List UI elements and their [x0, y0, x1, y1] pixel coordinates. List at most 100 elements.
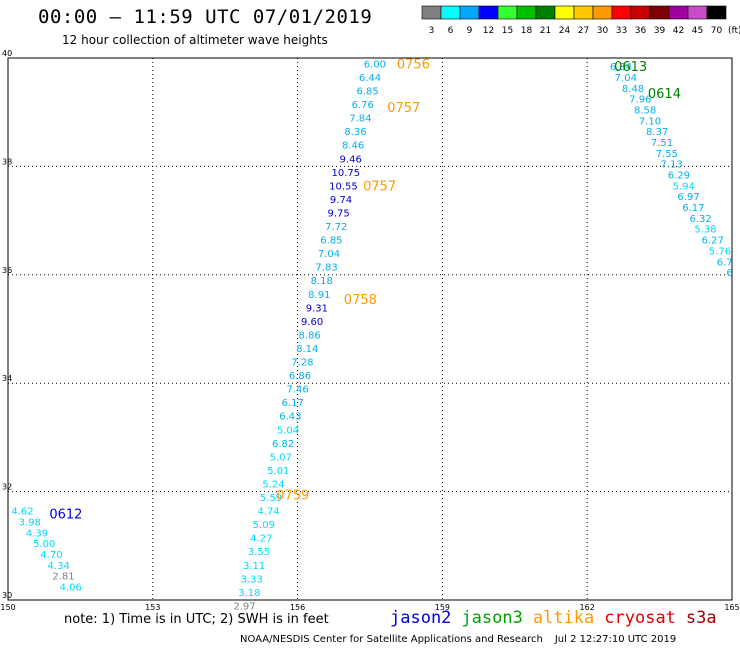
wave-height-value: 9.31	[306, 303, 328, 314]
color-swatch	[687, 5, 708, 20]
wave-height-value: 7.04	[318, 249, 340, 260]
wave-height-value: 6.82	[272, 439, 294, 450]
wave-height-value: 7.83	[315, 263, 337, 274]
scale-label: 3	[429, 26, 435, 36]
x-tick-label: 165	[724, 603, 739, 612]
wave-height-value: 10.75	[332, 168, 361, 179]
color-swatch	[440, 5, 461, 20]
wave-height-value: 6.44	[359, 73, 381, 84]
wave-height-value: 2.97	[233, 601, 255, 612]
scale-label: 24	[559, 26, 571, 36]
pass-time-label: 0759	[276, 488, 309, 503]
wave-height-value: 9.75	[327, 208, 349, 219]
scale-label: 6	[448, 26, 454, 36]
pass-time-label: 0757	[387, 101, 420, 116]
color-swatch	[478, 5, 499, 20]
wave-height-value: 7.84	[349, 114, 371, 125]
legend-jason2: jason2	[390, 608, 452, 628]
pass-time-label: 0757	[363, 179, 396, 194]
y-tick-label: 30	[2, 591, 12, 600]
wave-height-value: 6.43	[279, 412, 301, 423]
color-swatch	[592, 5, 613, 20]
color-swatch	[421, 5, 442, 20]
credit-text: NOAA/NESDIS Center for Satellite Applica…	[240, 634, 543, 645]
scale-label: 45	[692, 26, 703, 36]
color-swatch	[459, 5, 480, 20]
scale-label: 21	[540, 26, 551, 36]
scale-label: 42	[673, 26, 684, 36]
timestamp: Jul 2 12:27:10 UTC 2019	[554, 634, 677, 645]
wave-height-value: 8.58	[634, 105, 656, 116]
y-tick-label: 36	[2, 266, 12, 275]
wave-height-value: 5.76	[709, 246, 731, 257]
wave-height-value: 8.91	[308, 290, 330, 301]
wave-height-value: 6.85	[320, 236, 342, 247]
wave-height-value: 5.24	[262, 479, 284, 490]
wave-height-value: 6	[726, 268, 732, 279]
footer-note: note: 1) Time is in UTC; 2) SWH is in fe…	[64, 612, 329, 627]
wave-height-value: 4.06	[60, 582, 82, 593]
color-swatch	[535, 5, 556, 20]
wave-height-value: 5.09	[253, 520, 275, 531]
y-tick-label: 38	[2, 157, 12, 166]
plot-frame	[7, 57, 733, 601]
wave-height-value: 6.84	[610, 62, 632, 73]
color-swatch	[554, 5, 575, 20]
footer-credit: NOAA/NESDIS Center for Satellite Applica…	[240, 634, 676, 645]
chart-title: 00:00 — 11:59 UTC 07/01/2019	[38, 6, 373, 28]
x-tick-label: 159	[435, 603, 450, 612]
scale-unit: (ft)	[728, 26, 740, 36]
x-tick-label: 153	[145, 603, 160, 612]
y-tick-label: 34	[2, 374, 12, 383]
wave-height-value: 6.32	[689, 214, 711, 225]
y-tick-label: 32	[2, 483, 12, 492]
wave-height-value: 7.46	[286, 385, 308, 396]
wave-height-value: 3.55	[248, 547, 270, 558]
scale-label: 15	[502, 26, 513, 36]
wave-height-value: 8.48	[622, 84, 644, 95]
wave-height-value: 8.37	[646, 127, 668, 138]
scale-label: 33	[616, 26, 627, 36]
color-swatch	[668, 5, 689, 20]
x-tick-label: 162	[580, 603, 595, 612]
wave-height-value: 9.60	[301, 317, 323, 328]
pass-time-label: 0758	[344, 293, 377, 308]
wave-height-value: 7.10	[639, 116, 661, 127]
wave-height-value: 3.11	[243, 561, 265, 572]
wave-height-value: 4.39	[26, 528, 48, 539]
wave-height-value: 7.04	[615, 73, 637, 84]
chart-subtitle: 12 hour collection of altimeter wave hei…	[62, 33, 328, 47]
wave-height-value: 8.46	[342, 141, 364, 152]
wave-height-value: 5.04	[277, 425, 299, 436]
wave-height-value: 7.55	[656, 149, 678, 160]
scale-label: 70	[711, 26, 723, 36]
scale-label: 12	[483, 26, 494, 36]
wave-height-value: 5.38	[694, 225, 716, 236]
wave-height-value: 6.76	[352, 100, 374, 111]
wave-height-value: 7.96	[629, 95, 651, 106]
wave-height-value: 5.01	[267, 466, 289, 477]
pass-time-label: 0612	[49, 507, 82, 522]
wave-height-value: 10.55	[329, 181, 358, 192]
wave-height-value: 6.85	[356, 87, 378, 98]
pass-time-label: 0613	[614, 60, 647, 75]
y-tick-label: 40	[2, 49, 12, 58]
wave-height-value: 3.98	[19, 517, 41, 528]
x-tick-label: 150	[0, 603, 15, 612]
color-swatch	[516, 5, 537, 20]
legend-s3a: s3a	[685, 608, 717, 628]
wave-height-value: 7.13	[661, 160, 683, 171]
wave-height-value: 4.62	[11, 507, 33, 518]
wave-height-value: 5.07	[270, 452, 292, 463]
wave-height-value: 8.86	[299, 330, 321, 341]
pass-time-label: 0756	[397, 57, 430, 72]
wave-height-value: 8.18	[311, 276, 333, 287]
scale-label: 9	[467, 26, 473, 36]
wave-height-value: 8.36	[344, 127, 366, 138]
color-swatch	[497, 5, 518, 20]
scale-label: 30	[597, 26, 609, 36]
wave-height-value: 3.33	[241, 574, 263, 585]
wave-height-value: 6.17	[682, 203, 704, 214]
